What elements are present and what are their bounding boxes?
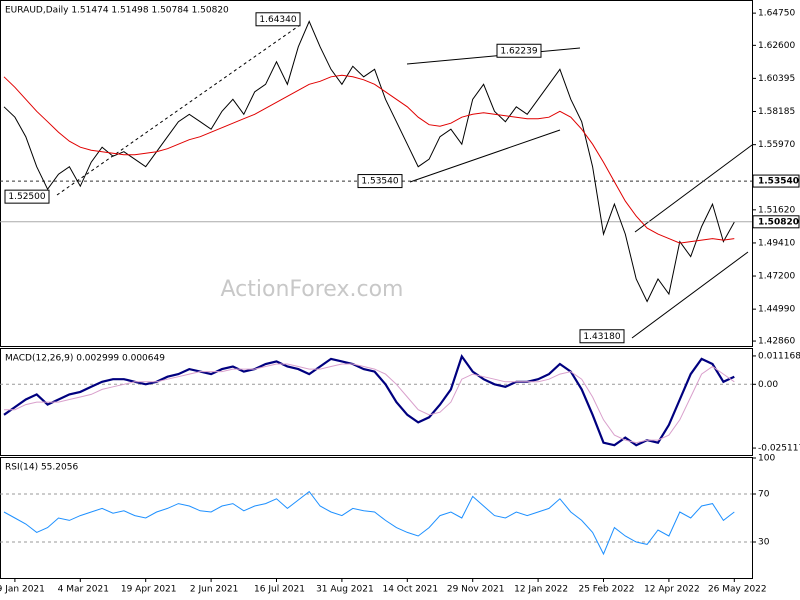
y-tick-label: 1.47200 [758, 272, 795, 282]
annotation-box [4, 189, 50, 204]
y-tick-label: 100 [758, 454, 775, 464]
y-tick-label: -0.025117 [758, 444, 800, 454]
panel-title: RSI(14) 55.2056 [5, 463, 78, 473]
panel-title: EURAUD,Daily 1.51474 1.51498 1.50784 1.5… [5, 6, 229, 16]
title-bg [2, 3, 237, 15]
trendline [409, 129, 561, 183]
trendline [631, 251, 749, 339]
series-line [3, 20, 735, 303]
y-tick-label: 1.42860 [758, 337, 795, 347]
panel-frame [0, 0, 753, 347]
tick-highlight [752, 174, 800, 188]
series-line [3, 354, 735, 447]
annotation-label: 1.62239 [500, 46, 537, 56]
y-tick-label: 1.62600 [758, 41, 795, 51]
tick-highlight [752, 215, 800, 229]
annotation-label: 1.43180 [583, 332, 620, 342]
panel-title: MACD(12,26,9) 0.002999 0.000649 [5, 354, 165, 364]
x-tick-label: 14 Oct 2021 [382, 585, 438, 595]
y-tick-label: 1.49410 [758, 238, 795, 248]
y-tick-label: 1.58185 [758, 107, 795, 117]
x-tick-label: 19 Apr 2021 [121, 585, 177, 595]
annotation-box [579, 329, 625, 344]
x-tick-label: 4 Mar 2021 [58, 585, 109, 595]
x-tick-label: 19 Jan 2021 [0, 585, 45, 595]
title-bg [2, 351, 152, 363]
panel-frame [0, 457, 753, 579]
y-tick-label: 70 [758, 490, 770, 500]
y-tick-label: 1.53540 [758, 177, 799, 187]
annotation-label: 1.64340 [259, 15, 296, 25]
x-tick-label: 25 Feb 2022 [578, 585, 634, 595]
y-tick-label: 1.64750 [758, 9, 795, 19]
x-tick-label: 31 Aug 2021 [316, 585, 374, 595]
y-tick-label: 1.60395 [758, 74, 795, 84]
trendline [634, 144, 753, 233]
series-line [3, 74, 735, 244]
trendlines [56, 24, 753, 339]
x-tick-label: 26 May 2022 [708, 585, 767, 595]
y-tick-label: 0.011168 [758, 351, 800, 361]
series-line [4, 363, 735, 444]
series-line [3, 490, 735, 556]
trendline [406, 47, 581, 65]
x-tick-label: 29 Nov 2021 [447, 585, 505, 595]
x-tick-label: 12 Apr 2022 [644, 585, 700, 595]
x-tick-label: 12 Jan 2022 [514, 585, 568, 595]
y-tick-label: 1.44990 [758, 305, 795, 315]
watermark: ActionForex.com [221, 277, 404, 302]
trendline [56, 24, 301, 196]
y-tick-label: 1.51620 [758, 205, 795, 215]
annotation-label: 1.53540 [361, 177, 398, 187]
y-tick-label: 1.55970 [758, 140, 795, 150]
annotation-label: 1.52500 [8, 192, 45, 202]
panel-frame [0, 348, 753, 456]
y-tick-label: 30 [758, 538, 770, 548]
annotation-box [255, 12, 301, 27]
annotation-box [496, 43, 542, 58]
title-bg [2, 460, 152, 472]
y-tick-label: 0.00 [758, 380, 778, 390]
x-tick-label: 2 Jun 2021 [190, 585, 238, 595]
annotation-box [357, 174, 403, 189]
y-tick-label: 1.50820 [758, 217, 799, 227]
x-tick-label: 16 Jul 2021 [254, 585, 305, 595]
